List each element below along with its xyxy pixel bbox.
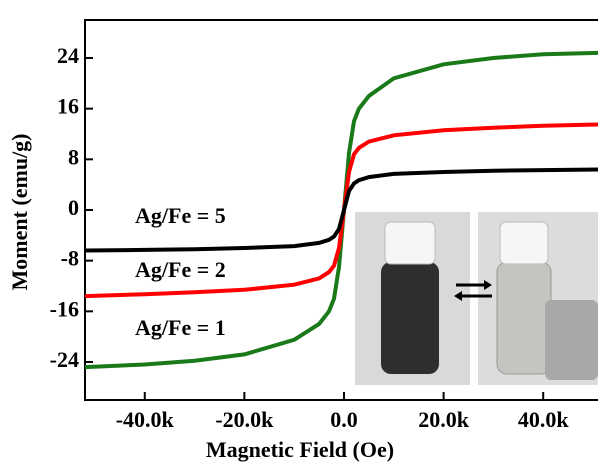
x-tick-label: -40.0k	[116, 407, 175, 432]
y-tick-label: 16	[57, 94, 79, 119]
series-label: Ag/Fe = 1	[135, 315, 226, 340]
x-tick-label: 40.0k	[518, 407, 570, 432]
chart: Magnetic Field (Oe) Moment (emu/g) -24 -1…	[0, 0, 598, 470]
y-tick-label: 8	[68, 144, 79, 169]
x-axis-label: Magnetic Field (Oe)	[206, 437, 394, 462]
vial-cap	[385, 222, 435, 264]
x-tick-label: 20.0k	[418, 407, 470, 432]
y-tick-label: -24	[50, 347, 79, 372]
y-tick-label: 0	[68, 195, 79, 220]
y-tick-label: 24	[57, 43, 79, 68]
vial-dark	[381, 262, 439, 374]
magnet	[545, 300, 598, 380]
series-label: Ag/Fe = 5	[135, 203, 226, 228]
inset-photo	[355, 212, 598, 385]
y-axis-label: Moment (emu/g)	[7, 133, 32, 290]
vial-cap	[500, 222, 548, 264]
x-tick-label: 0.0	[330, 407, 358, 432]
series-label: Ag/Fe = 2	[135, 257, 226, 282]
y-tick-label: -8	[61, 246, 79, 271]
x-tick-label: -20.0k	[215, 407, 274, 432]
page: Magnetic Field (Oe) Moment (emu/g) -24 -1…	[0, 0, 598, 470]
y-tick-label: -16	[50, 296, 79, 321]
vial-clear	[497, 262, 551, 374]
